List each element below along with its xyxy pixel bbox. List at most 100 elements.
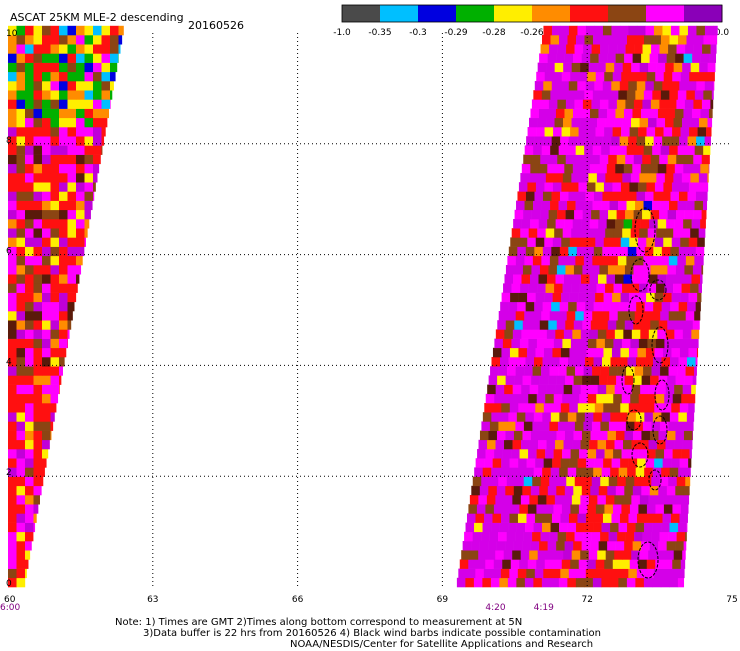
data-cell (554, 449, 563, 459)
data-cell (664, 127, 673, 137)
data-cell (17, 375, 26, 385)
data-cell (592, 256, 601, 265)
data-cell (51, 329, 60, 339)
data-cell (51, 302, 60, 312)
data-cell (694, 311, 700, 321)
data-cell (581, 109, 590, 119)
data-cell (34, 495, 40, 505)
data-cell (684, 53, 693, 63)
data-cell (528, 504, 537, 514)
data-cell (540, 155, 549, 165)
data-cell (481, 477, 490, 487)
data-cell (59, 44, 68, 54)
data-cell (573, 486, 582, 496)
data-cell (577, 569, 586, 579)
data-cell (643, 421, 652, 431)
data-cell (556, 431, 565, 441)
data-cell (528, 394, 537, 404)
data-cell (688, 458, 691, 468)
data-cell (596, 449, 605, 459)
data-cell (656, 449, 665, 459)
data-cell (648, 173, 657, 183)
data-cell (571, 173, 580, 183)
data-cell (17, 550, 26, 560)
data-cell (42, 219, 51, 229)
data-cell (654, 513, 663, 523)
data-cell (568, 191, 577, 201)
data-cell (59, 357, 65, 367)
data-cell (59, 26, 68, 36)
data-cell (34, 385, 43, 395)
data-cell (669, 145, 678, 155)
data-cell (102, 81, 111, 91)
data-cell (76, 26, 85, 36)
data-cell (675, 109, 684, 119)
data-cell (654, 136, 663, 146)
data-cell (567, 311, 576, 321)
data-cell (523, 155, 532, 165)
data-cell (624, 486, 633, 496)
data-cell (582, 320, 591, 330)
data-cell (636, 302, 645, 312)
data-cell (8, 210, 17, 220)
data-cell (582, 53, 591, 63)
data-cell (541, 421, 550, 431)
data-cell (688, 26, 697, 36)
data-cell (638, 182, 647, 192)
data-cell (664, 559, 673, 569)
data-cell (532, 210, 541, 220)
data-cell (617, 532, 626, 542)
data-cell (93, 173, 97, 183)
data-cell (670, 467, 679, 477)
data-cell (542, 201, 551, 211)
data-cell (668, 44, 677, 54)
x-tick-label: 66 (292, 595, 304, 605)
data-cell (102, 44, 111, 54)
data-cell (25, 274, 34, 284)
data-cell (25, 118, 34, 128)
data-cell (536, 293, 545, 303)
data-cell (525, 412, 534, 422)
data-cell (51, 127, 60, 137)
data-cell (17, 210, 26, 220)
data-cell (93, 35, 102, 45)
data-cell (609, 532, 618, 542)
data-cell (526, 191, 535, 201)
data-cell (59, 173, 68, 183)
data-cell (648, 118, 657, 128)
data-cell (553, 237, 562, 247)
data-cell (510, 237, 519, 247)
data-cell (545, 449, 554, 459)
data-cell (34, 339, 43, 349)
data-cell (488, 431, 497, 441)
data-cell (692, 431, 693, 441)
data-cell (8, 385, 17, 395)
data-cell (34, 99, 43, 109)
data-cell (707, 173, 708, 183)
data-cell (528, 339, 537, 349)
data-cell (529, 495, 538, 505)
data-cell (609, 421, 618, 431)
data-cell (68, 26, 77, 36)
data-cell (668, 210, 677, 220)
data-cell (565, 486, 574, 496)
data-cell (25, 532, 33, 542)
data-cell (558, 532, 567, 542)
data-cell (538, 63, 547, 73)
data-cell (42, 403, 51, 413)
data-cell (17, 35, 26, 45)
data-cell (611, 191, 620, 201)
data-cell (541, 311, 550, 321)
data-cell (475, 513, 484, 523)
data-cell (571, 339, 580, 349)
data-cell (552, 348, 561, 358)
data-cell (594, 81, 603, 91)
data-cell (68, 201, 77, 211)
data-cell (42, 311, 51, 321)
data-cell (548, 53, 557, 63)
data-cell (34, 145, 43, 155)
data-cell (560, 81, 569, 91)
data-cell (556, 486, 565, 496)
data-cell (693, 320, 700, 330)
data-cell (617, 421, 626, 431)
